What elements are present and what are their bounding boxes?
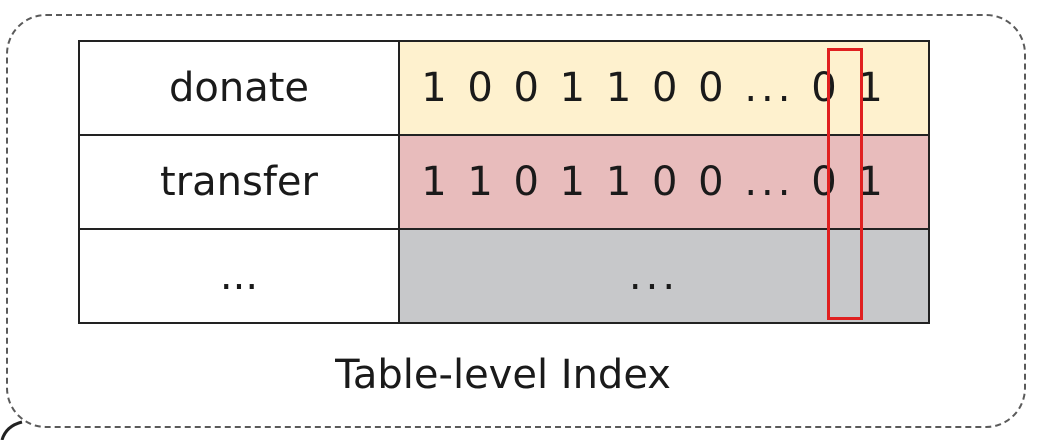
bitmap-value: 1 0 0 1 1 0 0 ... 0 1 (421, 65, 887, 111)
bitmap-cell: 1 1 0 1 1 0 0 ... 0 1 (398, 134, 930, 230)
index-table: donate 1 0 0 1 1 0 0 ... 0 1 transfer 1 … (78, 40, 930, 324)
key-label: ... (219, 253, 259, 299)
key-label: transfer (160, 159, 318, 205)
key-cell: donate (78, 40, 400, 136)
table-row: ... ... (78, 228, 930, 324)
table-row: donate 1 0 0 1 1 0 0 ... 0 1 (78, 40, 930, 136)
bitmap-value: 1 1 0 1 1 0 0 ... 0 1 (421, 159, 887, 205)
bitmap-cell: 1 0 0 1 1 0 0 ... 0 1 (398, 40, 930, 136)
key-cell: transfer (78, 134, 400, 230)
connector-arc (0, 420, 23, 440)
key-label: donate (168, 65, 310, 111)
bitmap-value: ... (628, 253, 680, 299)
diagram-caption: Table-level Index (335, 352, 671, 398)
dashed-container (6, 14, 1026, 428)
table-row: transfer 1 1 0 1 1 0 0 ... 0 1 (78, 134, 930, 230)
key-cell: ... (78, 228, 400, 324)
bitmap-cell: ... (398, 228, 930, 324)
